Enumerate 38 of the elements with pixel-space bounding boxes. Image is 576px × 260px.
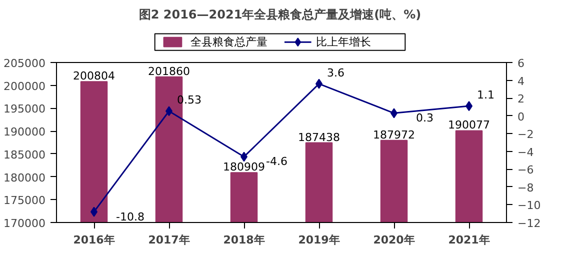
chart-title: 图2 2016—2021年全县粮食总产量及增速(吨、%) [138,8,422,22]
y-tick-label: 190000 [4,126,46,139]
y-tick-label: 200000 [4,80,46,93]
data-label: -4.6 [266,155,288,168]
y2-tick-label: −4 [518,146,534,159]
x-tick-label: 2017年 [148,234,190,246]
x-tick-label: 2016年 [73,234,115,246]
y2-tick-label: −6 [518,164,534,177]
x-tick-label: 2020年 [373,234,415,246]
y2-tick-label: 2 [518,92,524,106]
data-label: 3.6 [327,66,344,80]
y2-tick-label: 4 [518,74,524,88]
data-label: 1.1 [477,88,494,102]
y-tick-label: 180000 [4,171,46,184]
y-tick-label: 175000 [4,194,46,208]
data-label: 187438 [298,130,340,144]
data-label: 190077 [448,118,490,132]
y2-tick-label: −12 [518,217,541,230]
x-tick-label: 2018年 [223,234,265,246]
data-label: -10.8 [116,210,144,224]
y2-tick-label: 6 [518,57,524,70]
y-tick-label: 170000 [4,217,46,230]
y2-tick-label: −10 [518,199,541,212]
data-label: 0.3 [416,112,434,125]
y2-tick-label: −8 [518,181,534,194]
data-label: 180909 [223,160,266,174]
y2-tick-label: −2 [518,128,534,142]
y2-tick-label: 0 [518,110,524,124]
x-tick-label: 2021年 [448,234,490,246]
y-tick-label: 195000 [4,102,46,116]
x-tick-label: 2019年 [298,234,340,246]
y-tick-label: 205000 [4,57,46,70]
legend-label: 全县粮食总产量 [190,36,268,49]
data-label: 187972 [373,128,416,142]
y-tick-label: 185000 [4,148,46,162]
legend-label: 比上年增长 [316,36,371,49]
data-label: 200804 [73,70,116,83]
data-label: 201860 [148,64,190,78]
